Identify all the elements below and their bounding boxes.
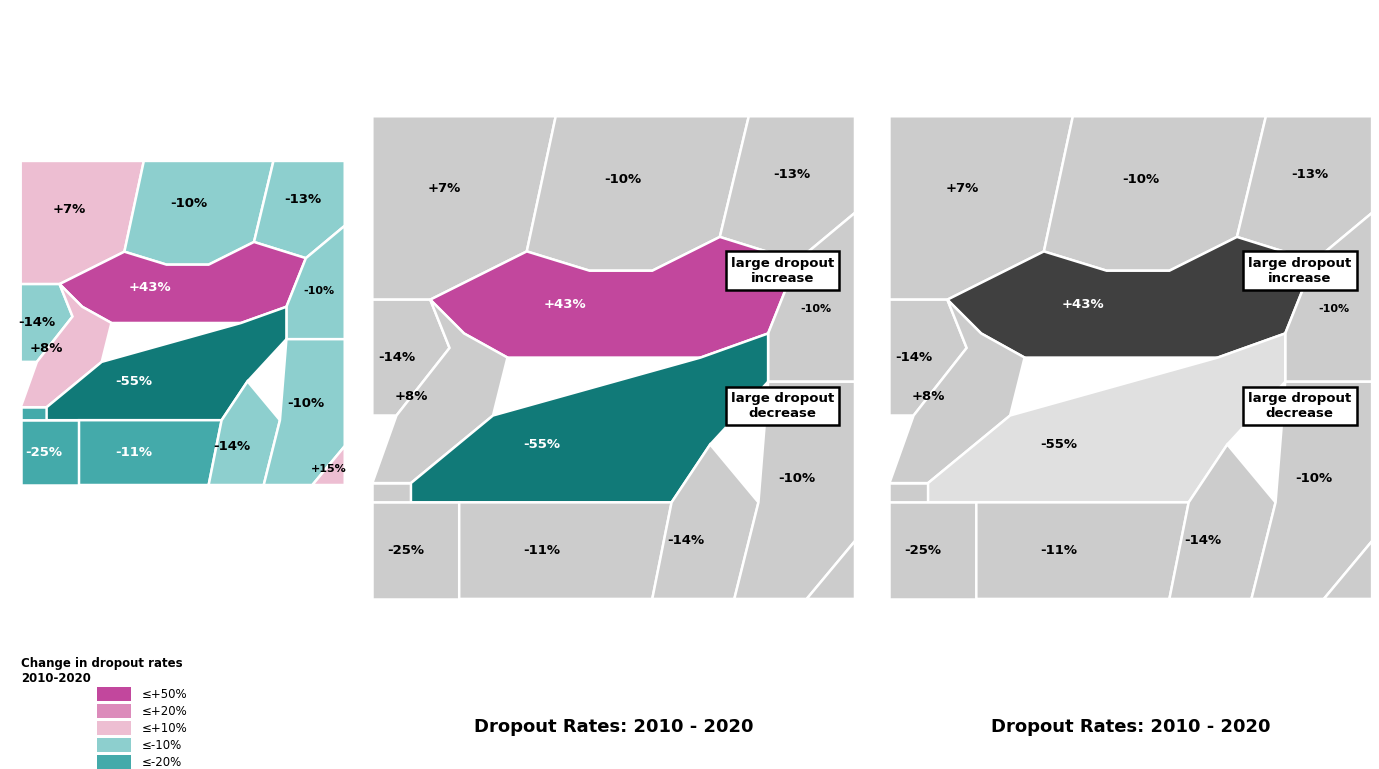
- Polygon shape: [889, 300, 1025, 483]
- Polygon shape: [889, 116, 1073, 300]
- Polygon shape: [889, 300, 967, 415]
- Text: -10%: -10%: [287, 398, 324, 411]
- Polygon shape: [287, 226, 345, 339]
- Text: Change in dropout rates
2010-2020: Change in dropout rates 2010-2020: [21, 657, 182, 685]
- Text: ≤-20%: ≤-20%: [142, 756, 182, 768]
- Text: +43%: +43%: [545, 298, 586, 311]
- Text: -25%: -25%: [905, 544, 942, 558]
- Polygon shape: [372, 300, 450, 415]
- Text: -13%: -13%: [1291, 168, 1328, 181]
- Text: +7%: +7%: [52, 203, 85, 216]
- Polygon shape: [208, 381, 280, 485]
- Polygon shape: [79, 420, 222, 485]
- Text: -25%: -25%: [387, 544, 425, 558]
- Text: ≤+10%: ≤+10%: [142, 722, 188, 734]
- Text: +8%: +8%: [394, 390, 427, 403]
- Text: -10%: -10%: [605, 172, 641, 185]
- Text: ≤+20%: ≤+20%: [142, 705, 188, 717]
- Polygon shape: [21, 408, 47, 420]
- Polygon shape: [124, 161, 273, 265]
- Text: +43%: +43%: [130, 281, 171, 294]
- Polygon shape: [1169, 444, 1276, 599]
- Polygon shape: [254, 161, 345, 258]
- Text: -13%: -13%: [774, 168, 811, 181]
- Text: -14%: -14%: [212, 440, 250, 453]
- Polygon shape: [889, 502, 976, 599]
- Text: ≤+50%: ≤+50%: [142, 688, 188, 701]
- Text: +15%: +15%: [310, 464, 346, 474]
- Text: -55%: -55%: [116, 375, 153, 388]
- Text: ≤-10%: ≤-10%: [142, 739, 182, 751]
- Polygon shape: [1237, 116, 1372, 261]
- Text: -10%: -10%: [1296, 471, 1332, 484]
- Polygon shape: [372, 300, 507, 483]
- Polygon shape: [312, 446, 345, 485]
- Text: -14%: -14%: [895, 351, 932, 364]
- Polygon shape: [1044, 116, 1266, 271]
- Text: -55%: -55%: [523, 438, 560, 451]
- Polygon shape: [947, 237, 1314, 358]
- Polygon shape: [735, 381, 855, 599]
- Text: large dropout
decrease: large dropout decrease: [1248, 392, 1351, 420]
- Polygon shape: [21, 284, 112, 408]
- Text: -10%: -10%: [303, 285, 334, 295]
- Text: -11%: -11%: [1040, 544, 1077, 558]
- Polygon shape: [411, 334, 768, 502]
- Polygon shape: [889, 483, 928, 502]
- Text: Dropout Rates: 2010 - 2020: Dropout Rates: 2010 - 2020: [992, 717, 1270, 736]
- Polygon shape: [21, 161, 143, 284]
- Polygon shape: [1252, 381, 1372, 599]
- Polygon shape: [430, 237, 797, 358]
- Text: -11%: -11%: [523, 544, 560, 558]
- Text: Dropout Rates: 2010 - 2020: Dropout Rates: 2010 - 2020: [474, 717, 753, 736]
- Text: -55%: -55%: [1040, 438, 1077, 451]
- Text: large dropout
increase: large dropout increase: [731, 257, 834, 285]
- Polygon shape: [652, 444, 758, 599]
- Text: +43%: +43%: [1062, 298, 1103, 311]
- Text: -10%: -10%: [1123, 172, 1158, 185]
- Polygon shape: [47, 307, 287, 420]
- Polygon shape: [720, 116, 855, 261]
- Text: large dropout
increase: large dropout increase: [1248, 257, 1351, 285]
- Text: -10%: -10%: [779, 471, 815, 484]
- Text: -10%: -10%: [1318, 305, 1349, 315]
- Polygon shape: [459, 502, 672, 599]
- Text: -14%: -14%: [1185, 534, 1222, 548]
- Polygon shape: [59, 242, 306, 323]
- Polygon shape: [263, 339, 345, 485]
- Text: +8%: +8%: [912, 390, 945, 403]
- Polygon shape: [1324, 541, 1372, 599]
- Text: -14%: -14%: [667, 534, 705, 548]
- Polygon shape: [768, 213, 855, 381]
- Text: -14%: -14%: [18, 317, 55, 329]
- Text: +7%: +7%: [427, 182, 462, 195]
- Text: +8%: +8%: [30, 342, 63, 355]
- Text: +7%: +7%: [945, 182, 979, 195]
- Text: -13%: -13%: [284, 193, 321, 206]
- Polygon shape: [976, 502, 1189, 599]
- Polygon shape: [372, 116, 556, 300]
- Text: -25%: -25%: [25, 446, 62, 459]
- Text: large dropout
decrease: large dropout decrease: [731, 392, 834, 420]
- Text: -10%: -10%: [801, 305, 832, 315]
- Polygon shape: [527, 116, 749, 271]
- Polygon shape: [807, 541, 855, 599]
- Polygon shape: [372, 502, 459, 599]
- Polygon shape: [21, 284, 73, 362]
- Text: -14%: -14%: [378, 351, 415, 364]
- Text: -11%: -11%: [116, 446, 153, 459]
- Polygon shape: [928, 334, 1285, 502]
- Polygon shape: [372, 483, 411, 502]
- Polygon shape: [1285, 213, 1372, 381]
- Text: -10%: -10%: [171, 197, 208, 210]
- Polygon shape: [21, 420, 79, 485]
